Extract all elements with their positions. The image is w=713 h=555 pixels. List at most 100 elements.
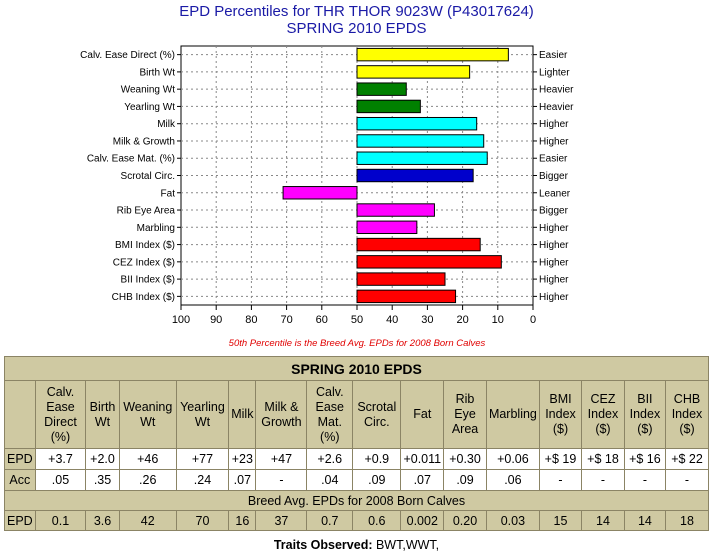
column-header-cell: Calv. Ease Mat. (%) (306, 380, 354, 449)
x-tick-label: 30 (421, 314, 433, 326)
breed-avg-value-cell: 70 (175, 510, 230, 531)
epd-table: SPRING 2010 EPDS Calv. Ease Direct (%) Bi… (4, 356, 709, 531)
direction-label: Higher (539, 119, 569, 130)
acc-value-cell: .35 (85, 469, 120, 491)
bar (356, 134, 485, 148)
acc-value-cell: .24 (175, 469, 230, 491)
breed-avg-value-cell: 0.6 (352, 510, 402, 531)
bar (356, 82, 407, 96)
epd-value-cell: +47 (255, 448, 308, 470)
breed-avg-value-cell: 14 (623, 510, 667, 531)
epd-value-cell: +2.0 (85, 448, 120, 470)
column-header-cell: Fat (400, 380, 445, 449)
breed-avg-note: 50th Percentile is the Breed Avg. EPDs f… (228, 338, 486, 349)
x-tick-label: 50 (351, 314, 363, 326)
breed-avg-value-cell: 16 (228, 510, 257, 531)
epd-value-cell: +23 (228, 448, 257, 470)
bar (356, 151, 488, 165)
column-header-cell: Yearling Wt (175, 380, 230, 449)
bar (356, 65, 471, 79)
row-label-spacer (4, 380, 36, 449)
breed-avg-value-cell: 0.7 (306, 510, 354, 531)
x-tick-label: 60 (316, 314, 328, 326)
chart-subtitle: SPRING 2010 EPDS (286, 20, 427, 37)
acc-value-cell: .09 (443, 469, 487, 491)
epd-value-cell: +0.011 (400, 448, 445, 470)
acc-value-cell: .07 (228, 469, 257, 491)
direction-label: Bigger (539, 171, 569, 182)
column-header-cell: Birth Wt (85, 380, 120, 449)
x-tick-label: 10 (492, 314, 504, 326)
epd-value-cell: +0.9 (352, 448, 402, 470)
acc-value-cell: .06 (485, 469, 540, 491)
breed-avg-value-cell: 37 (255, 510, 308, 531)
breed-avg-value-cell: 0.002 (400, 510, 445, 531)
acc-row-label: Acc (4, 469, 36, 491)
acc-value-cell: - (623, 469, 667, 491)
category-label: BII Index ($) (121, 275, 175, 286)
column-header-cell: CHB Index ($) (665, 380, 709, 449)
breed-avg-title: Breed Avg. EPDs for 2008 Born Calves (4, 490, 709, 511)
column-header-cell: Marbling (485, 380, 540, 449)
category-label: Milk & Growth (113, 136, 175, 147)
direction-label: Easier (539, 154, 568, 165)
column-header-cell: Scrotal Circ. (352, 380, 402, 449)
acc-row: Acc .05.35.26.24.07- .04.09.07.09.06- - - - (4, 469, 709, 491)
table-title: SPRING 2010 EPDS (4, 356, 709, 381)
acc-value-cell: - (255, 469, 308, 491)
breed-avg-value-cell: 14 (581, 510, 625, 531)
column-header-cell: Weaning Wt (118, 380, 177, 449)
category-label: Calv. Ease Mat. (%) (87, 154, 175, 165)
epd-value-cell: +0.06 (485, 448, 540, 470)
bar (356, 220, 418, 235)
bar (356, 203, 435, 217)
acc-value-cell: .09 (352, 469, 402, 491)
column-header-cell: Milk (228, 380, 257, 449)
category-label: Calv. Ease Direct (%) (80, 50, 175, 61)
epd-value-cell: +0.30 (443, 448, 487, 470)
column-header-cell: BMI Index ($) (538, 380, 583, 449)
bar (356, 255, 502, 269)
epd-value-cell: +77 (175, 448, 230, 470)
direction-label: Leaner (539, 188, 571, 199)
epd-value-cell: +$ 22 (665, 448, 709, 470)
category-label: Scrotal Circ. (121, 171, 175, 182)
direction-label: Lighter (539, 67, 570, 78)
category-label: Weaning Wt (121, 85, 176, 96)
bar (356, 116, 478, 131)
direction-label: Bigger (539, 206, 569, 217)
direction-label: Higher (539, 223, 569, 234)
breed-avg-value-cell: 15 (538, 510, 583, 531)
epd-value-cell: +$ 19 (538, 448, 583, 470)
direction-label: Easier (539, 50, 568, 61)
bar (356, 237, 481, 252)
direction-label: Higher (539, 136, 569, 147)
x-tick-label: 80 (245, 314, 257, 326)
category-label: CHB Index ($) (112, 292, 175, 303)
direction-label: Higher (539, 257, 569, 268)
traits-observed: Traits Observed: BWT,WWT, (0, 538, 713, 552)
acc-value-cell: .26 (118, 469, 177, 491)
bar (356, 168, 474, 183)
epd-value-cell: +$ 16 (623, 448, 667, 470)
category-label: CEZ Index ($) (113, 257, 175, 268)
category-label: Marbling (137, 223, 175, 234)
acc-value-cell: .05 (34, 469, 87, 491)
direction-label: Higher (539, 240, 569, 251)
x-tick-label: 90 (210, 314, 222, 326)
epd-value-cell: +46 (118, 448, 177, 470)
acc-value-cell: .04 (306, 469, 354, 491)
breed-avg-value-cell: 0.20 (443, 510, 487, 531)
breed-avg-value-cell: 18 (665, 510, 709, 531)
x-tick-label: 20 (456, 314, 468, 326)
breed-avg-value-cell: 0.03 (485, 510, 540, 531)
breed-avg-value-cell: 3.6 (85, 510, 120, 531)
breed-avg-row-label: EPD (4, 510, 36, 531)
column-header-cell: BII Index ($) (623, 380, 667, 449)
epd-row: EPD +3.7 +2.0 +46 +77 +23 +47 +2.6 +0.9 +0.011 +0… (4, 448, 709, 470)
category-label: Milk (157, 119, 176, 130)
category-label: BMI Index ($) (115, 240, 175, 251)
x-tick-label: 0 (530, 314, 536, 326)
table-header-row: Calv. Ease Direct (%) Birth Wt Weaning Wt Y… (4, 380, 709, 449)
